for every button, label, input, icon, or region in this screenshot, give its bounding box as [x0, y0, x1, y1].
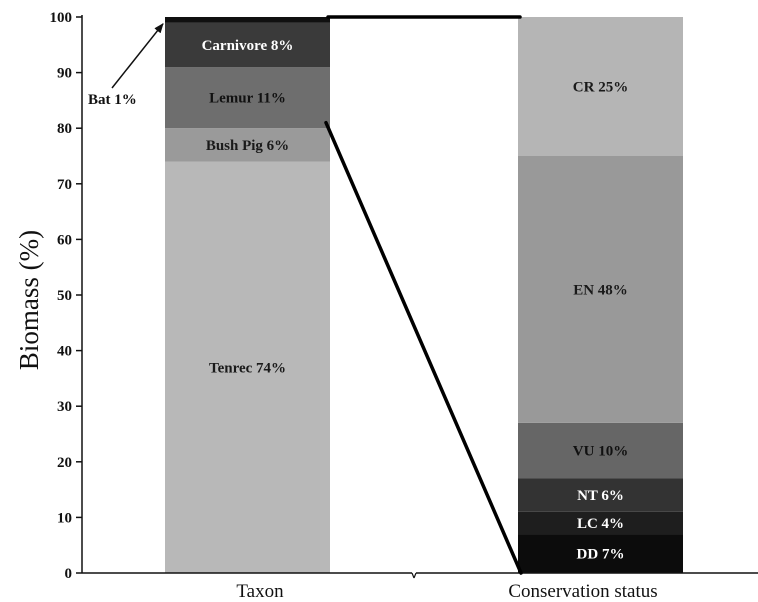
- y-tick-label: 10: [57, 510, 72, 526]
- axis-break-mark: [411, 572, 415, 579]
- segment-label-en-48: EN 48%: [573, 282, 628, 298]
- segment-label-tenrec-74: Tenrec 74%: [209, 360, 286, 376]
- connector-line: [324, 120, 523, 575]
- bar-segment-cr-25: [518, 17, 683, 156]
- y-tick-label: 100: [50, 10, 73, 26]
- segment-label-lc-4: LC 4%: [577, 516, 624, 532]
- bar-segment-carnivore-8: [165, 22, 330, 68]
- segment-label-nt-6: NT 6%: [577, 488, 624, 504]
- x-category-label: Taxon: [236, 581, 284, 602]
- axis-break-mark: [413, 572, 417, 579]
- y-tick-label: 40: [57, 344, 72, 360]
- x-category-label: Conservation status: [508, 581, 657, 602]
- bar-segment-lc-4: [518, 511, 683, 535]
- bar-segment-bush-pig-6: [165, 128, 330, 162]
- segment-label-lemur-11: Lemur 11%: [209, 91, 286, 107]
- annotation-label: Bat 1%: [88, 92, 137, 108]
- bar-segment-lemur-11: [165, 67, 330, 129]
- y-tick-label: 70: [57, 177, 72, 193]
- bar-segment-tenrec-74: [165, 161, 330, 573]
- y-tick-label: 30: [57, 399, 72, 415]
- bar-segment-vu-10: [518, 422, 683, 479]
- bar-segment-en-48: [518, 156, 683, 423]
- y-axis-label: Biomass (%): [14, 230, 44, 370]
- bar-segment-bat-1: [165, 17, 330, 23]
- axes-group: 0 10 20 30 40 50 60 70 80 90 100 Taxon Conservation …: [50, 10, 758, 602]
- y-tick-label: 0: [65, 566, 73, 582]
- y-tick-label: 90: [57, 66, 72, 82]
- annotation-arrow: [111, 22, 164, 89]
- segment-label-dd-7: DD 7%: [577, 547, 625, 563]
- y-tick-label: 50: [57, 288, 72, 304]
- bars-group: Tenrec 74% Bush Pig 6% Lemur 11% Carnivore …: [165, 17, 683, 573]
- segment-label-cr-25: CR 25%: [573, 80, 628, 96]
- y-tick-label: 60: [57, 232, 72, 248]
- y-tick-label: 80: [57, 121, 72, 137]
- segment-label-carnivore-8: Carnivore 8%: [202, 38, 294, 54]
- segment-label-bush-pig-6: Bush Pig 6%: [206, 138, 289, 154]
- bar-segment-nt-6: [518, 478, 683, 512]
- bar-segment-dd-7: [518, 534, 683, 573]
- y-tick-label: 20: [57, 455, 72, 471]
- segment-label-vu-10: VU 10%: [573, 444, 628, 460]
- connectors-group: Bat 1%: [88, 15, 523, 575]
